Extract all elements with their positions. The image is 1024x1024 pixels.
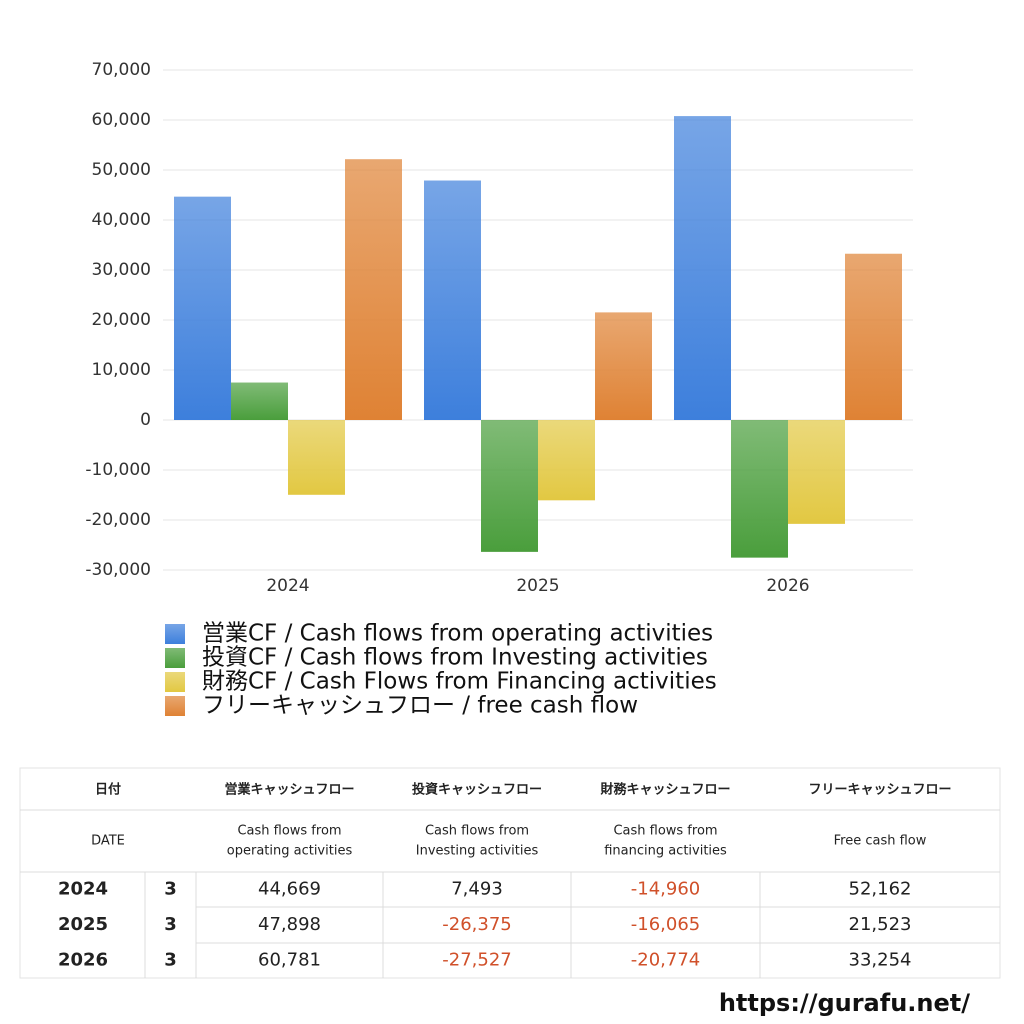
table-cell: -27,527 (442, 950, 511, 971)
y-tick-label: 50,000 (92, 160, 151, 180)
legend-swatch (165, 672, 185, 692)
y-tick-label: -10,000 (85, 460, 151, 480)
legend-label: 財務CF / Cash Flows from Financing activit… (202, 669, 717, 695)
table-cell: 2025 (58, 914, 108, 935)
y-tick-label: 30,000 (92, 260, 151, 280)
y-tick-label: 40,000 (92, 210, 151, 230)
table-cell: 3 (164, 914, 177, 935)
x-tick-label: 2024 (266, 576, 309, 596)
table-subheader: Investing activities (416, 844, 539, 859)
table-subheader: financing activities (604, 844, 727, 859)
table-subheader: Free cash flow (834, 834, 927, 849)
table-cell: -14,960 (631, 879, 700, 900)
legend-label: フリーキャッシュフロー / free cash flow (202, 693, 638, 719)
bar (288, 420, 345, 495)
table-subheader: DATE (91, 834, 125, 849)
bar (424, 180, 481, 420)
y-tick-label: 0 (140, 410, 151, 430)
table-cell: 47,898 (258, 914, 321, 935)
table-header: 投資キャッシュフロー (412, 782, 542, 798)
table-frame (19, 767, 1001, 979)
table-cell: 3 (164, 950, 177, 971)
table-cell: 2024 (58, 879, 108, 900)
table-cell: 2026 (58, 950, 108, 971)
bar (845, 253, 902, 420)
footer-url: https://gurafu.net/ (719, 989, 970, 1017)
table-cell: 3 (164, 879, 177, 900)
bar (231, 382, 288, 420)
bar (174, 196, 231, 420)
table-header: 営業キャッシュフロー (224, 782, 354, 798)
table-subheader: Cash flows from (237, 824, 341, 839)
y-tick-label: 70,000 (92, 60, 151, 80)
legend-swatch (165, 696, 185, 716)
table-cell: 7,493 (451, 879, 503, 900)
table-header: 日付 (95, 782, 121, 798)
bar (674, 116, 731, 420)
table-header: 財務キャッシュフロー (599, 782, 730, 798)
bar (595, 312, 652, 420)
legend-swatch (165, 624, 185, 644)
y-tick-label: 60,000 (92, 110, 151, 130)
bar (481, 420, 538, 552)
table-cell: 52,162 (849, 879, 912, 900)
table-cell: 44,669 (258, 879, 321, 900)
x-tick-label: 2025 (516, 576, 559, 596)
table-subheader: Cash flows from (425, 824, 529, 839)
legend-label: 投資CF / Cash flows from Investing activit… (202, 645, 708, 671)
table-header: フリーキャッシュフロー (808, 783, 951, 798)
y-tick-label: 10,000 (92, 360, 151, 380)
bar (788, 420, 845, 524)
y-tick-label: 20,000 (92, 310, 151, 330)
bar (345, 159, 402, 420)
bar (731, 420, 788, 558)
y-tick-label: -20,000 (85, 510, 151, 530)
table-subheader: Cash flows from (613, 824, 717, 839)
x-tick-label: 2026 (766, 576, 809, 596)
table-subheader: operating activities (227, 844, 353, 859)
table-cell: -20,774 (631, 950, 700, 971)
bar (538, 420, 595, 501)
table-cell: -26,375 (442, 914, 511, 935)
legend-swatch (165, 648, 185, 668)
legend-label: 営業CF / Cash flows from operating activit… (202, 621, 713, 647)
y-tick-label: -30,000 (85, 560, 151, 580)
table-cell: -16,065 (631, 914, 700, 935)
table-cell: 60,781 (258, 950, 321, 971)
table-cell: 21,523 (849, 914, 912, 935)
table-cell: 33,254 (849, 950, 912, 971)
